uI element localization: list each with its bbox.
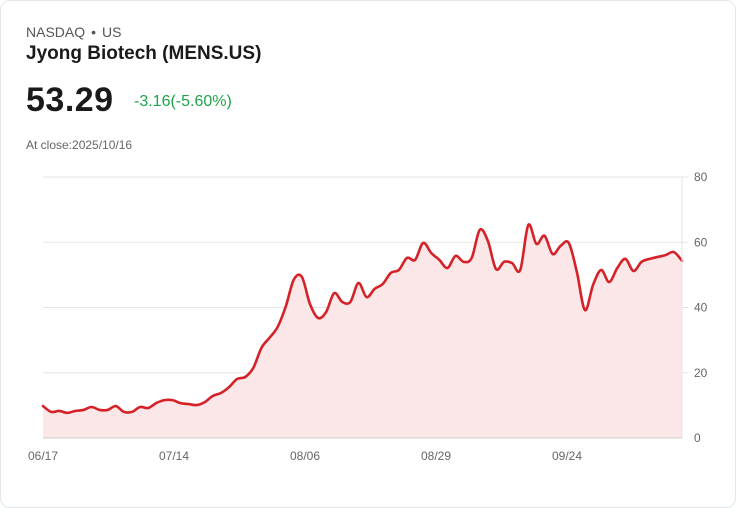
exchange-name: NASDAQ (26, 24, 86, 40)
y-tick-label: 60 (694, 235, 708, 249)
y-tick-label: 80 (694, 170, 708, 184)
separator-dot: • (91, 24, 97, 40)
close-date: At close:2025/10/16 (26, 138, 133, 152)
y-tick-label: 0 (694, 431, 701, 445)
x-axis-ticks: 06/17 07/14 08/06 08/29 09/24 (28, 449, 582, 463)
region: US (102, 24, 122, 40)
x-tick-label: 08/06 (290, 449, 320, 463)
y-tick-label: 40 (694, 301, 708, 315)
price-change: -3.16(-5.60%) (134, 93, 232, 110)
y-tick-label: 20 (694, 366, 708, 380)
x-tick-label: 06/17 (28, 449, 58, 463)
x-tick-label: 07/14 (159, 449, 189, 463)
y-axis-ticks: 0 20 40 60 80 (694, 170, 708, 445)
current-price: 53.29 (26, 81, 114, 119)
price-area-fill (43, 224, 682, 438)
price-line (41, 223, 684, 415)
exchange-line: NASDAQ • US (26, 24, 121, 40)
stock-title: Jyong Biotech (MENS.US) (26, 43, 262, 64)
x-tick-label: 08/29 (421, 449, 451, 463)
x-tick-label: 09/24 (552, 449, 582, 463)
